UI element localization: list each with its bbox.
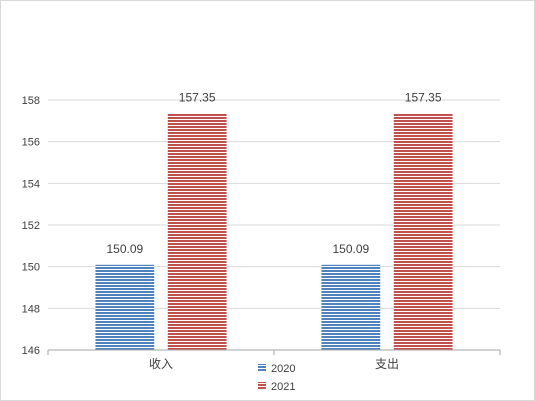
data-label: 150.09 [332,242,369,256]
bars [95,113,453,351]
bar-2020-0 [95,264,155,350]
axes [47,349,501,355]
y-tick-label: 152 [22,220,40,232]
y-tick-label: 148 [22,303,40,315]
legend-swatch [258,364,266,372]
data-label: 157.35 [405,91,442,105]
legend: 2020 2021 [258,363,295,393]
y-tick-label: 146 [22,345,40,357]
x-category-label: 收入 [149,357,173,371]
x-category-label: 支出 [375,357,399,371]
labels: 146 148 150 152 154 156 158 150.09 157.35 收入 150.0… [22,91,442,371]
legend-swatch [258,382,266,390]
bar-2021-1 [393,113,453,351]
y-tick-label: 158 [22,95,40,107]
y-tick-label: 154 [22,178,40,190]
data-label: 150.09 [106,242,143,256]
legend-label: 2020 [271,363,295,375]
y-tick-label: 156 [22,137,40,149]
y-tick-label: 150 [22,262,40,274]
data-label: 157.35 [179,91,216,105]
bar-2020-1 [321,264,381,350]
legend-label: 2021 [271,381,295,393]
bar-2021-0 [167,113,227,351]
